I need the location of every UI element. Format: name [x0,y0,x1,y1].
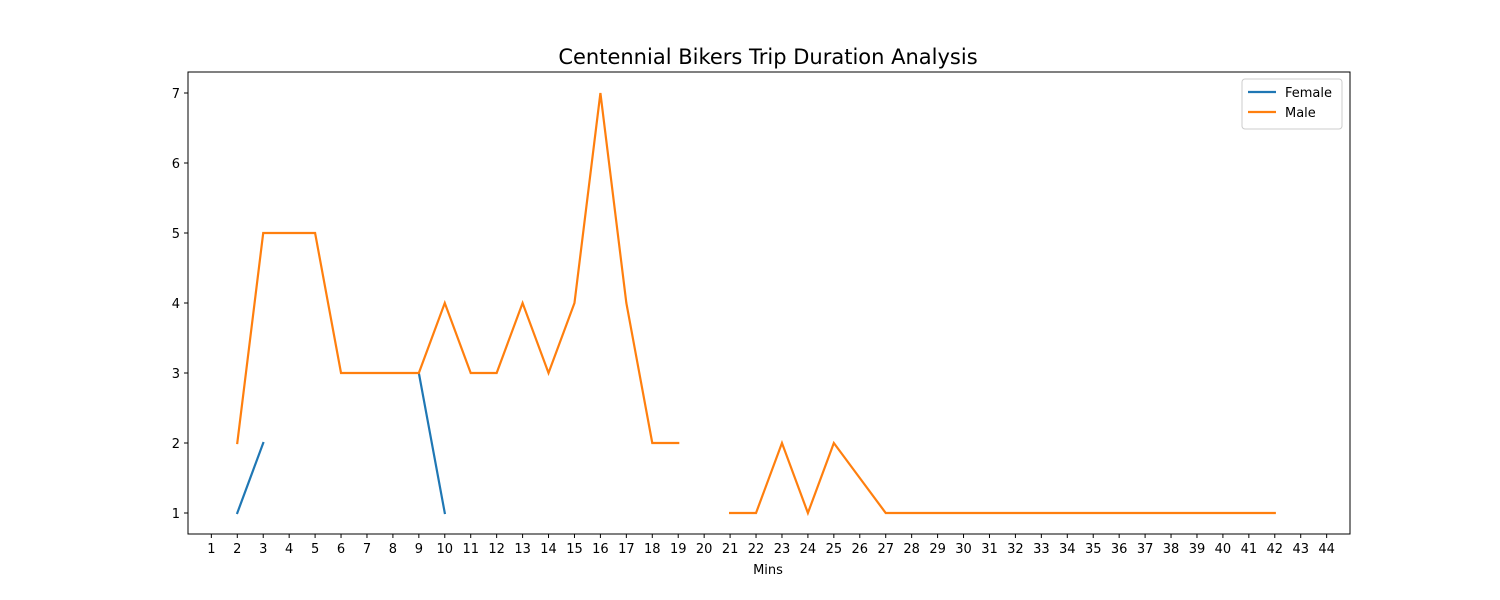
x-tick-label: 35 [1085,542,1102,557]
x-tick-label: 38 [1163,542,1180,557]
x-tick-label: 26 [852,542,869,557]
x-tick-label: 13 [514,542,531,557]
x-tick-label: 6 [337,542,345,557]
x-tick-label: 27 [877,542,894,557]
y-tick-label: 3 [172,367,180,382]
x-tick-label: 29 [929,542,946,557]
x-tick-label: 12 [488,542,505,557]
y-axis: 1 2 3 4 5 6 7 [172,87,188,522]
x-tick-label: 43 [1292,542,1309,557]
plot-frame [187,71,1351,535]
x-tick-label: 32 [1007,542,1024,557]
x-tick-label: 39 [1189,542,1206,557]
x-tick-label: 44 [1318,542,1335,557]
x-tick-label: 28 [903,542,920,557]
y-tick-label: 4 [172,297,180,312]
x-tick-label: 31 [981,542,998,557]
x-tick-label: 9 [415,542,423,557]
x-tick-label: 10 [437,542,454,557]
y-tick-label: 7 [172,87,180,102]
x-tick-label: 7 [363,542,371,557]
x-tick-label: 17 [618,542,635,557]
x-tick-label: 42 [1267,542,1284,557]
x-tick-label: 20 [696,542,713,557]
x-tick-label: 21 [722,542,739,557]
legend-label: Male [1285,106,1316,121]
x-tick-label: 33 [1033,542,1050,557]
x-tick-label: 19 [670,542,687,557]
x-tick-label: 30 [955,542,972,557]
x-tick-label: 40 [1215,542,1232,557]
x-tick-label: 37 [1137,542,1154,557]
x-tick-label: 8 [389,542,397,557]
y-tick-label: 1 [172,507,180,522]
chart-title: Centennial Bikers Trip Duration Analysis [558,45,977,69]
legend: Female Male [1241,78,1343,130]
x-tick-label: 34 [1059,542,1076,557]
x-tick-label: 25 [826,542,843,557]
x-tick-label: 5 [311,542,319,557]
x-tick-label: 18 [644,542,661,557]
legend-label: Female [1285,86,1332,101]
x-tick-label: 1 [207,542,215,557]
x-tick-label: 2 [233,542,241,557]
x-tick-label: 36 [1111,542,1128,557]
x-tick-label: 3 [259,542,267,557]
y-tick-label: 2 [172,437,180,452]
series-lines [235,92,1276,517]
x-tick-label: 15 [566,542,583,557]
x-tick-label: 11 [462,542,479,557]
x-axis-label: Mins [753,563,783,578]
x-axis: 1 2 3 4 5 6 7 8 9 10 11 12 13 14 15 16 17 18 19 20 21 22 23 24 2… [207,534,1335,557]
x-tick-label: 23 [774,542,791,557]
series-line-male [236,92,1276,517]
x-tick-label: 14 [540,542,557,557]
x-tick-label: 16 [592,542,609,557]
y-tick-label: 5 [172,227,180,242]
y-tick-label: 6 [172,157,180,172]
x-tick-label: 24 [800,542,817,557]
x-tick-label: 41 [1241,542,1258,557]
series-line-female [235,371,447,515]
x-tick-label: 22 [748,542,765,557]
x-tick-label: 4 [285,542,293,557]
